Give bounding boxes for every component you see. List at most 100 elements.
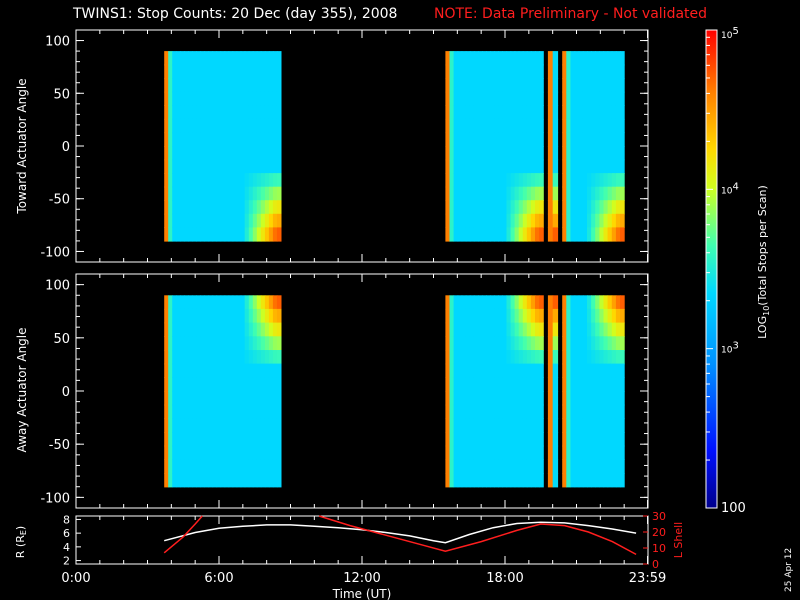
heatmap-cell-toward <box>506 51 512 66</box>
heatmap-cell-away <box>232 459 238 474</box>
heatmap-cell-toward <box>180 105 185 120</box>
heatmap-cell-away <box>506 391 512 406</box>
heatmap-cell-away <box>180 322 185 337</box>
panel-toward-heatmap <box>164 51 625 242</box>
heatmap-cell-away <box>224 418 230 433</box>
heatmap-cell-toward <box>615 213 621 228</box>
heatmap-cell-toward <box>264 227 270 242</box>
heatmap-cell-toward <box>276 51 282 66</box>
heatmap-cell-away <box>260 350 266 365</box>
heatmap-cell-toward <box>449 105 455 120</box>
heatmap-cell-toward <box>449 91 455 106</box>
heatmap-cell-toward <box>574 105 580 120</box>
heatmap-cell-away <box>518 350 524 365</box>
heatmap-cell-away <box>603 336 609 351</box>
heatmap-cell-toward <box>620 51 625 66</box>
heatmap-cell-away <box>176 295 181 310</box>
heatmap-cell-toward <box>473 91 479 106</box>
heatmap-cell-away <box>620 350 625 365</box>
heatmap-cell-toward <box>224 227 230 242</box>
heatmap-cell-away <box>494 308 499 324</box>
heatmap-cell-toward <box>530 64 536 79</box>
heatmap-cell-toward <box>510 173 516 188</box>
heatmap-cell-away <box>587 459 592 474</box>
heatmap-cell-toward <box>200 91 205 106</box>
heatmap-cell-toward <box>465 78 471 93</box>
heatmap-cell-toward <box>599 159 605 174</box>
heatmap-cell-toward <box>578 91 584 106</box>
heatmap-cell-away <box>204 350 210 365</box>
heatmap-cell-toward <box>562 146 567 161</box>
heatmap-cell-toward <box>276 213 282 228</box>
heatmap-cell-away <box>204 363 210 378</box>
heatmap-cell-toward <box>200 64 205 79</box>
heatmap-cell-toward <box>256 186 262 201</box>
heatmap-cell-away <box>615 377 621 392</box>
heatmap-cell-away <box>212 295 218 310</box>
heatmap-cell-toward <box>582 146 588 161</box>
heatmap-cell-away <box>180 336 185 351</box>
heatmap-cell-away <box>272 350 278 365</box>
heatmap-cell-away <box>478 459 483 474</box>
heatmap-cell-away <box>216 363 222 378</box>
heatmap-cell-toward <box>200 213 205 228</box>
heatmap-cell-away <box>486 295 491 310</box>
heatmap-cell-toward <box>184 159 189 174</box>
left-tick-label: 6 <box>63 527 70 540</box>
heatmap-cell-away <box>591 350 596 365</box>
heatmap-cell-toward <box>224 91 230 106</box>
heatmap-cell-away <box>236 336 242 351</box>
heatmap-cell-away <box>216 377 222 392</box>
heatmap-cell-toward <box>582 64 588 79</box>
heatmap-cell-toward <box>192 118 197 134</box>
heatmap-cell-toward <box>236 186 242 201</box>
heatmap-cell-toward <box>240 51 246 66</box>
heatmap-cell-toward <box>272 78 278 93</box>
heatmap-cell-away <box>180 350 185 365</box>
heatmap-cell-toward <box>204 105 210 120</box>
heatmap-cell-toward <box>449 78 455 93</box>
heatmap-cell-away <box>224 377 230 392</box>
heatmap-cell-away <box>465 473 471 488</box>
heatmap-cell-away <box>570 350 576 365</box>
heatmap-cell-away <box>252 432 258 447</box>
heatmap-cell-away <box>168 445 173 460</box>
heatmap-cell-toward <box>535 118 540 134</box>
heatmap-cell-toward <box>184 64 189 79</box>
heatmap-cell-toward <box>212 159 218 174</box>
heatmap-cell-toward <box>522 51 528 66</box>
heatmap-cell-away <box>240 377 246 392</box>
heatmap-cell-away <box>502 350 508 365</box>
heatmap-cell-away <box>522 459 528 474</box>
heatmap-cell-away <box>518 377 524 392</box>
heatmap-cell-away <box>562 308 567 324</box>
heatmap-cell-toward <box>192 105 197 120</box>
heatmap-cell-toward <box>526 91 532 106</box>
heatmap-cell-away <box>172 377 177 392</box>
heatmap-cell-toward <box>547 51 554 66</box>
heatmap-cell-toward <box>469 118 475 134</box>
heatmap-cell-away <box>176 404 181 419</box>
heatmap-cell-toward <box>562 159 567 174</box>
heatmap-cell-toward <box>457 78 463 93</box>
heatmap-cell-toward <box>574 213 580 228</box>
heatmap-cell-toward <box>164 132 169 147</box>
heatmap-cell-away <box>526 377 532 392</box>
heatmap-cell-toward <box>276 173 282 188</box>
heatmap-cell-toward <box>582 173 588 188</box>
heatmap-cell-away <box>620 404 625 419</box>
heatmap-cell-toward <box>603 91 609 106</box>
heatmap-cell-toward <box>272 64 278 79</box>
heatmap-cell-away <box>615 295 621 310</box>
heatmap-cell-toward <box>494 64 499 79</box>
heatmap-cell-away <box>522 432 528 447</box>
heatmap-cell-toward <box>599 132 605 147</box>
heatmap-cell-away <box>582 473 588 488</box>
heatmap-cell-away <box>587 363 592 378</box>
heatmap-cell-away <box>240 418 246 433</box>
heatmap-cell-away <box>236 377 242 392</box>
heatmap-cell-away <box>620 418 625 433</box>
heatmap-cell-away <box>208 432 214 447</box>
y-tick-label: -50 <box>49 193 70 208</box>
heatmap-cell-toward <box>469 159 475 174</box>
